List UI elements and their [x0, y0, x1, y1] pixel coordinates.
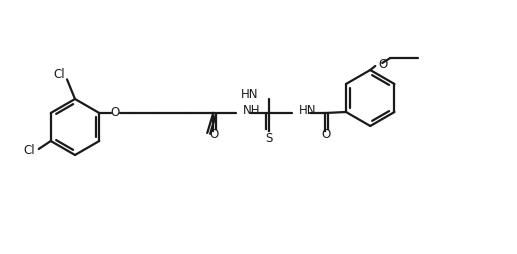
Text: O: O	[378, 58, 388, 71]
Text: O: O	[322, 129, 331, 141]
Text: HN: HN	[241, 87, 258, 101]
Text: S: S	[266, 132, 273, 145]
Text: HN: HN	[299, 104, 317, 118]
Text: O: O	[209, 129, 219, 141]
Text: Cl: Cl	[53, 68, 65, 81]
Text: O: O	[111, 106, 120, 119]
Text: Cl: Cl	[23, 145, 35, 157]
Text: NH: NH	[244, 104, 261, 118]
